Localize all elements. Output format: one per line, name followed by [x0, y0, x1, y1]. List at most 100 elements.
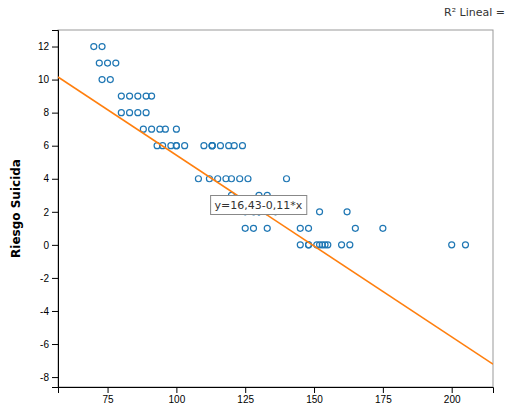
- tick-label: 125: [237, 394, 254, 405]
- point: [209, 143, 215, 149]
- tick-mark: [52, 80, 58, 81]
- point: [113, 60, 119, 66]
- point: [347, 242, 353, 248]
- point: [239, 143, 245, 149]
- point: [209, 143, 215, 149]
- tick-label: 150: [306, 394, 323, 405]
- plot-area: 75 100 125 150 175 200 -8 -6 -4 -2 0 2 4 6 8 10 12 y=16,4…: [38, 30, 494, 405]
- tick-label: 0: [43, 240, 49, 251]
- tick: 2: [43, 207, 58, 218]
- point: [209, 143, 215, 149]
- point: [107, 77, 113, 83]
- tick: -4: [40, 306, 58, 317]
- point: [317, 242, 323, 248]
- point: [173, 143, 179, 149]
- tick-mark: [52, 146, 58, 147]
- point: [91, 44, 97, 50]
- regression-line: [58, 77, 493, 364]
- point: [149, 93, 155, 99]
- point: [99, 77, 105, 83]
- tick-mark: [245, 387, 246, 393]
- x-axis: 75 100 125 150 175 200: [59, 387, 494, 405]
- tick-label: 100: [169, 394, 186, 405]
- point: [143, 110, 149, 116]
- tick: 12: [38, 41, 58, 52]
- annotation-text: y=16,43-0,11*x: [215, 199, 303, 212]
- tick: 125: [237, 387, 254, 405]
- tick: 175: [375, 387, 392, 405]
- scatter-series: [91, 44, 469, 248]
- annotation: y=16,43-0,11*x: [211, 196, 307, 215]
- point: [250, 225, 256, 231]
- tick-label: 10: [38, 74, 50, 85]
- tick-mark: [52, 377, 58, 378]
- tick: -2: [40, 273, 58, 284]
- tick-mark: [52, 113, 58, 114]
- tick: 10: [38, 74, 58, 85]
- point: [228, 176, 234, 182]
- point: [182, 143, 188, 149]
- tick-mark: [52, 179, 58, 180]
- point: [96, 60, 102, 66]
- point: [462, 242, 468, 248]
- tick-label: 12: [38, 41, 50, 52]
- tick: 0: [43, 240, 58, 251]
- tick-label: -4: [40, 306, 49, 317]
- point: [325, 242, 331, 248]
- tick-label: -8: [40, 372, 49, 383]
- tick-mark: [176, 387, 177, 393]
- tick-label: 6: [43, 140, 49, 151]
- plot-frame: [58, 30, 493, 387]
- point: [201, 143, 207, 149]
- tick-label: 200: [444, 394, 461, 405]
- point: [127, 110, 133, 116]
- point: [217, 143, 223, 149]
- point: [449, 242, 455, 248]
- axis-line: [59, 388, 494, 394]
- tick-mark: [52, 47, 58, 48]
- point: [135, 110, 141, 116]
- y-axis: -8 -6 -4 -2 0 2 4 6 8 10 12: [38, 31, 59, 388]
- tick: 75: [102, 387, 114, 405]
- tick-mark: [52, 344, 58, 345]
- point: [118, 110, 124, 116]
- chart: 75 100 125 150 175 200 -8 -6 -4 -2 0 2 4 6 8 10 12 y=16,4…: [0, 0, 513, 419]
- point: [264, 225, 270, 231]
- tick-label: 2: [43, 207, 49, 218]
- point: [242, 225, 248, 231]
- tick: 200: [444, 387, 461, 405]
- tick-mark: [108, 387, 109, 393]
- tick: 100: [169, 387, 186, 405]
- point: [380, 225, 386, 231]
- tick-mark: [52, 245, 58, 246]
- tick: 8: [43, 107, 58, 118]
- tick: 6: [43, 140, 58, 151]
- axis-line: [52, 31, 59, 388]
- tick-mark: [52, 311, 58, 312]
- point: [149, 126, 155, 132]
- point: [297, 242, 303, 248]
- tick-label: -6: [40, 339, 49, 350]
- marks: [58, 44, 493, 365]
- tick-mark: [314, 387, 315, 393]
- point: [237, 176, 243, 182]
- point: [344, 209, 350, 215]
- point: [352, 225, 358, 231]
- tick: 150: [306, 387, 323, 405]
- point: [173, 126, 179, 132]
- tick-label: 75: [102, 394, 114, 405]
- tick-mark: [52, 212, 58, 213]
- point: [297, 225, 303, 231]
- annotation-box: [211, 196, 307, 215]
- point: [173, 143, 179, 149]
- tick-label: 175: [375, 394, 392, 405]
- point: [127, 93, 133, 99]
- tick: -8: [40, 372, 58, 383]
- point: [99, 44, 105, 50]
- point: [245, 176, 251, 182]
- point: [195, 176, 201, 182]
- point: [162, 126, 168, 132]
- point: [135, 93, 141, 99]
- point: [317, 209, 323, 215]
- tick: 4: [43, 173, 58, 184]
